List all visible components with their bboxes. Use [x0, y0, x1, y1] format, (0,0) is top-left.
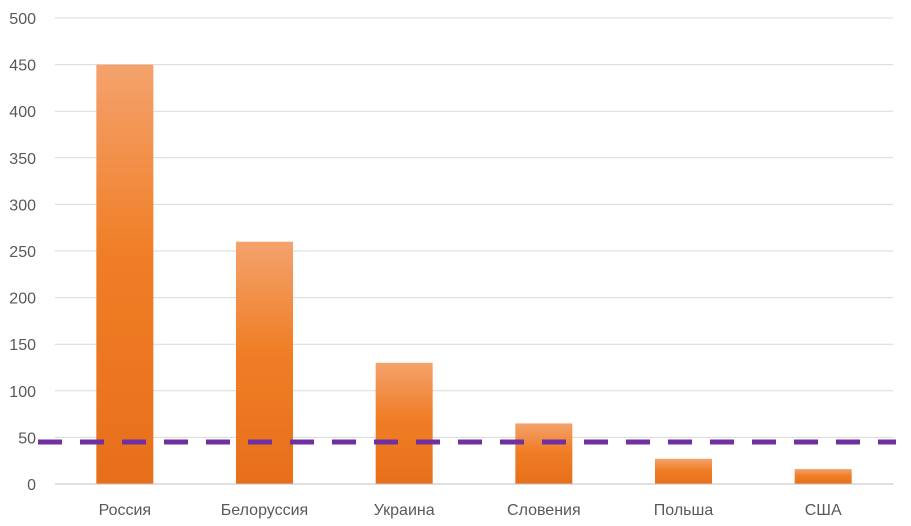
- y-tick-label: 250: [9, 244, 36, 261]
- y-tick-label: 350: [9, 151, 36, 168]
- x-tick-label: Россия: [99, 502, 151, 519]
- bar: [375, 362, 433, 484]
- y-tick-label: 500: [9, 11, 36, 28]
- bar: [515, 423, 573, 484]
- y-tick-label: 150: [9, 337, 36, 354]
- y-tick-label: 300: [9, 197, 36, 214]
- y-tick-label: 400: [9, 104, 36, 121]
- bar: [96, 64, 154, 484]
- y-tick-label: 0: [27, 477, 36, 494]
- x-tick-label: Белоруссия: [221, 502, 308, 519]
- y-tick-label: 450: [9, 58, 36, 75]
- gridlines: [55, 17, 893, 438]
- x-tick-label: США: [805, 502, 842, 519]
- y-tick-label: 200: [9, 291, 36, 308]
- y-tick-label: 50: [18, 430, 36, 447]
- bar: [655, 458, 712, 484]
- x-tick-label: Украина: [374, 502, 435, 519]
- bar: [236, 241, 293, 484]
- bar: [794, 469, 852, 484]
- x-tick-label: Польша: [654, 502, 714, 519]
- bars: [96, 64, 852, 484]
- y-tick-label: 100: [9, 384, 36, 401]
- x-tick-labels: Россия Белоруссия Украина Словения Польша США: [99, 502, 842, 519]
- y-tick-labels: 0 50 100 150 200 250 300 350 400 450 500: [9, 11, 36, 494]
- x-tick-label: Словения: [507, 502, 581, 519]
